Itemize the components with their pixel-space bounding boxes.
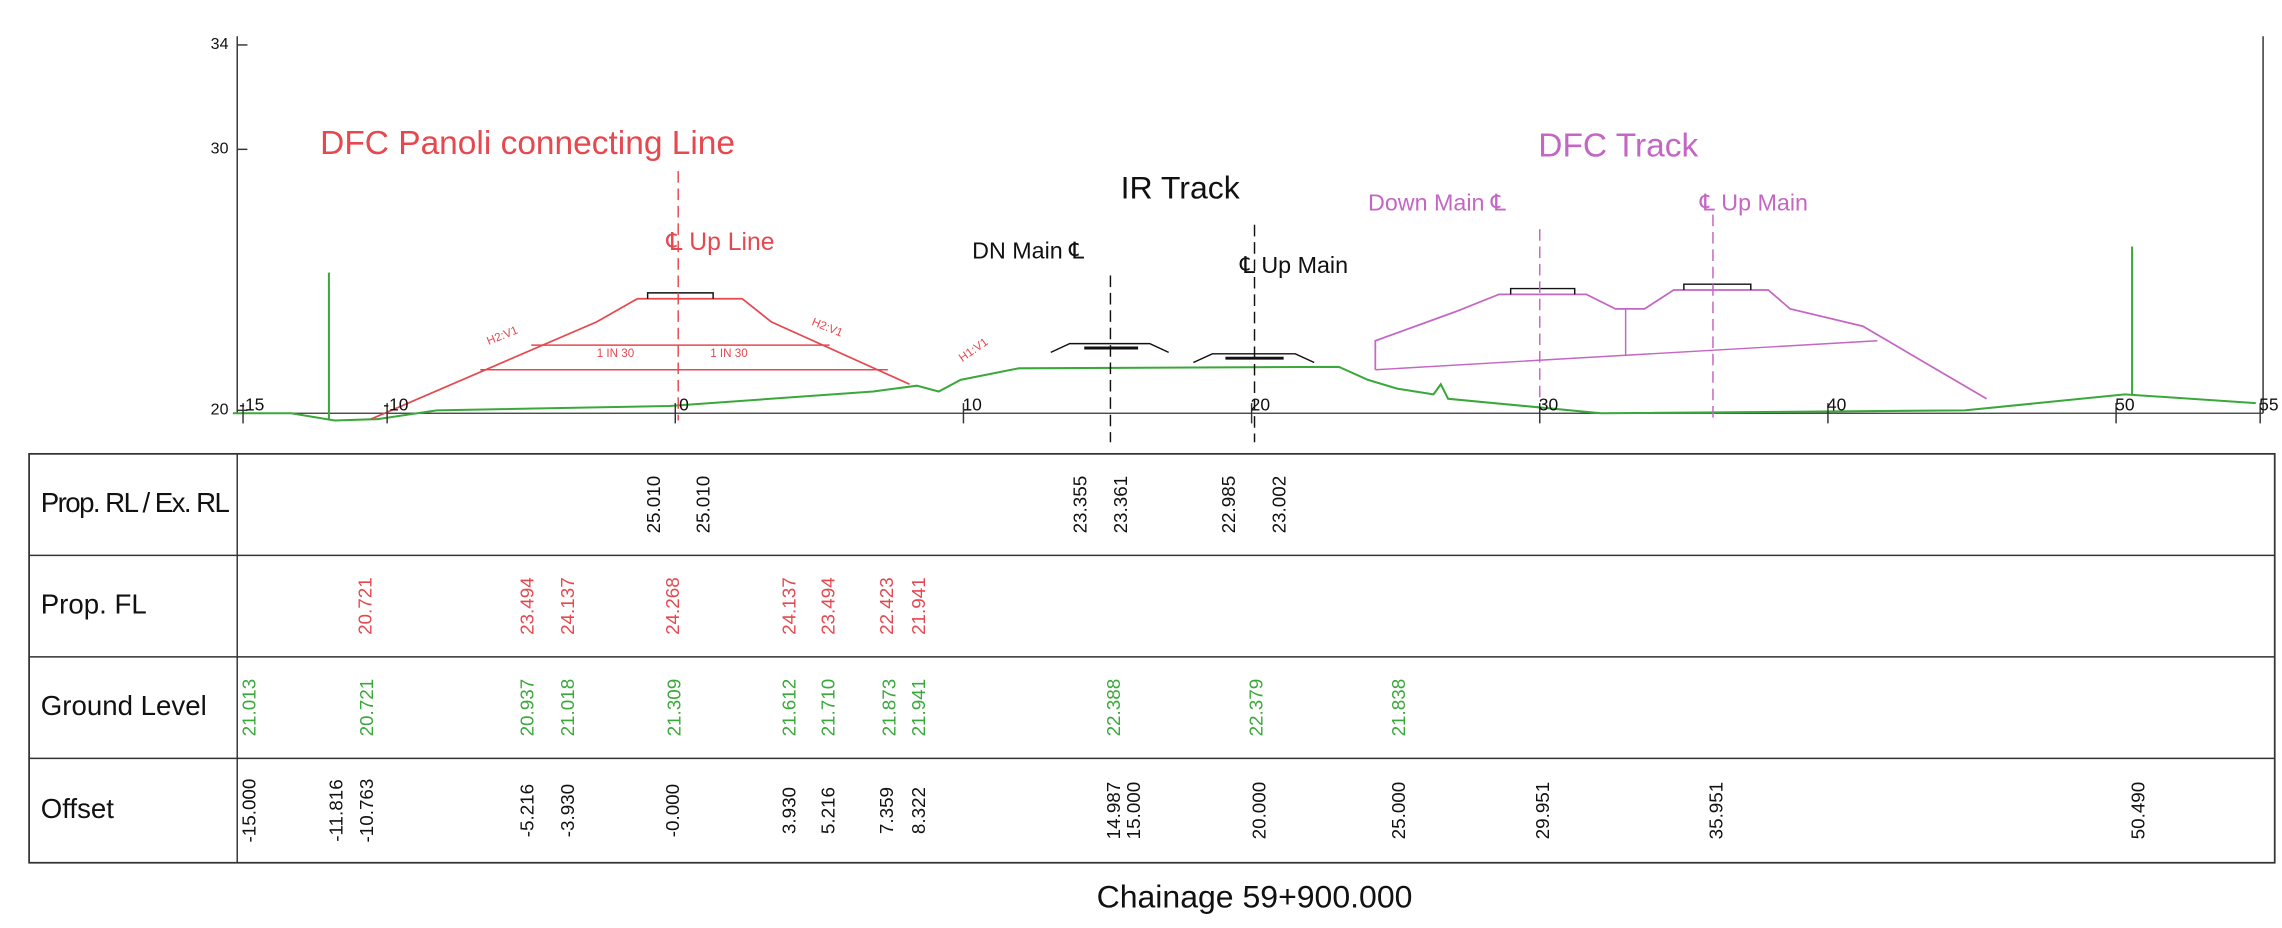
- table-value: -11.816: [327, 779, 348, 842]
- chainage-title: Chainage 59+900.000: [1097, 878, 1413, 914]
- track: [1050, 342, 1169, 354]
- grade-label: 1 IN 30: [710, 347, 748, 360]
- table-border: [28, 452, 2276, 864]
- table-value: 15.000: [1124, 782, 1145, 840]
- table-value: 22.388: [1104, 679, 1125, 737]
- y-tick-label: 30: [211, 141, 229, 158]
- table-value: 24.137: [558, 577, 579, 635]
- x-tick-label: 30: [1539, 395, 1559, 415]
- table-value: 21.612: [779, 679, 800, 737]
- x-tick-label: 50: [2115, 395, 2135, 415]
- annotation: Down Main ℄: [1368, 190, 1506, 216]
- table-value: 24.137: [779, 577, 800, 635]
- y-tick-label: 20: [211, 402, 229, 419]
- table-value: 23.494: [819, 577, 840, 635]
- table-value: -0.000: [663, 784, 684, 837]
- table-value: 22.379: [1246, 679, 1267, 737]
- table-value: 21.941: [909, 577, 930, 635]
- table-value: 25.000: [1389, 782, 1410, 840]
- table-value: 35.951: [1706, 782, 1727, 840]
- annotation: ℄ Up Main: [1699, 190, 1808, 216]
- table-value: 21.309: [664, 679, 685, 737]
- table-value: 21.941: [909, 679, 930, 737]
- annotation: ℄ Up Main: [1239, 252, 1348, 278]
- x-tick-label: -15: [239, 395, 264, 415]
- table-value: 25.010: [693, 476, 714, 534]
- table-value: 21.873: [880, 679, 901, 737]
- annotation: ℄ Up Line: [666, 229, 775, 256]
- row-label: Prop. FL: [41, 588, 147, 619]
- table-value: -15.000: [239, 779, 260, 843]
- embankment: [1374, 289, 1988, 400]
- track: [1509, 287, 1576, 295]
- table-value: -10.763: [357, 779, 378, 843]
- table-value: 5.216: [819, 787, 840, 834]
- table-value: 8.322: [909, 787, 930, 834]
- table-value: 21.013: [239, 679, 260, 737]
- table-value: 7.359: [877, 787, 898, 834]
- table-value: 20.721: [356, 577, 377, 635]
- table-value: 23.002: [1270, 476, 1291, 534]
- x-tick-label: -10: [383, 395, 409, 415]
- embankment: [370, 297, 910, 420]
- row-label: Offset: [41, 793, 115, 824]
- x-tick-label: 20: [1251, 395, 1271, 415]
- row-label: Prop. RL / Ex. RL: [41, 487, 230, 518]
- table-value: 23.361: [1111, 476, 1132, 534]
- table-value: 21.710: [819, 679, 840, 737]
- table-value: 3.930: [779, 787, 800, 834]
- table-value: 22.423: [877, 577, 898, 635]
- y-tick-label: 34: [211, 36, 229, 53]
- grade-label: 1 IN 30: [597, 347, 635, 360]
- annotation: DFC Track: [1538, 128, 1698, 165]
- annotation: IR Track: [1121, 169, 1241, 205]
- table-value: 50.490: [2128, 782, 2149, 840]
- track: [1683, 283, 1752, 290]
- table-value: 20.721: [357, 679, 378, 737]
- row-label: Ground Level: [41, 690, 207, 721]
- table-value: 25.010: [644, 476, 665, 534]
- table-value: 22.985: [1219, 476, 1240, 534]
- x-tick-label: 55: [2259, 395, 2278, 415]
- x-tick-label: 0: [679, 395, 689, 415]
- track: [646, 292, 714, 299]
- table-value: 23.494: [517, 577, 538, 635]
- x-tick-label: 40: [1827, 395, 1847, 415]
- table-value: 20.000: [1249, 782, 1270, 840]
- x-tick-label: 10: [962, 395, 982, 415]
- table-value: 24.268: [663, 577, 684, 635]
- table-value: 21.018: [558, 679, 579, 737]
- table-value: 14.987: [1104, 782, 1125, 840]
- ground-line: [232, 365, 2256, 422]
- table-value: -3.930: [558, 784, 579, 837]
- table-value: -5.216: [517, 784, 538, 837]
- table-value: 21.838: [1389, 679, 1410, 737]
- annotation: DFC Panoli connecting Line: [320, 125, 735, 162]
- table-value: 29.951: [1533, 782, 1554, 840]
- table-value: 20.937: [517, 679, 538, 737]
- annotation: DN Main ℄: [972, 237, 1084, 263]
- table-value: 23.355: [1070, 476, 1091, 534]
